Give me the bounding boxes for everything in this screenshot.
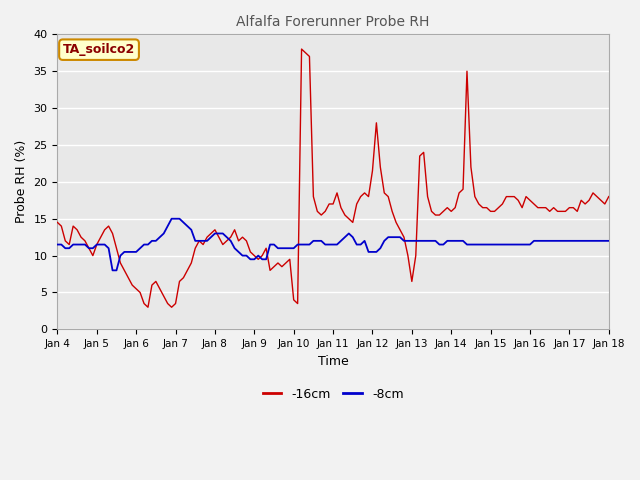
- X-axis label: Time: Time: [317, 355, 348, 368]
- Text: TA_soilco2: TA_soilco2: [63, 43, 135, 56]
- Legend: -16cm, -8cm: -16cm, -8cm: [257, 383, 408, 406]
- Title: Alfalfa Forerunner Probe RH: Alfalfa Forerunner Probe RH: [236, 15, 430, 29]
- Y-axis label: Probe RH (%): Probe RH (%): [15, 140, 28, 224]
